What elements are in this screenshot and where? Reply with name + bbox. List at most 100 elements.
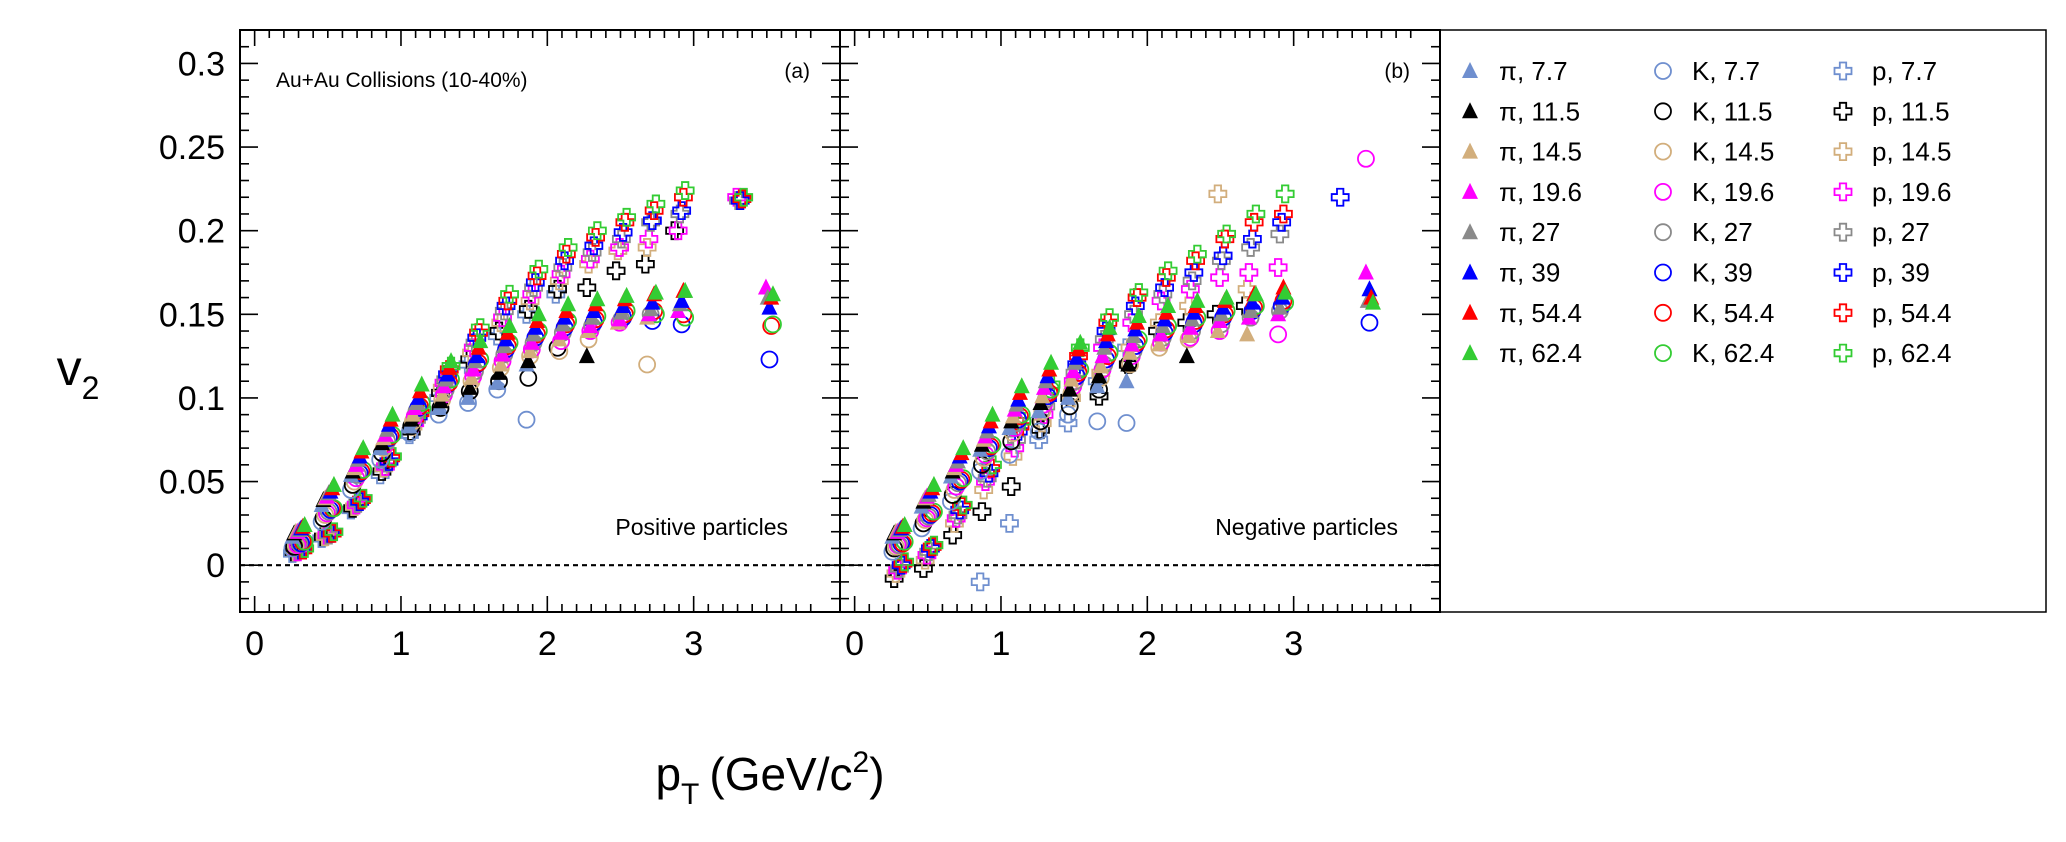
pi-marker — [355, 439, 372, 456]
p-marker — [1187, 244, 1207, 264]
p-marker — [613, 222, 633, 242]
legend-label: K, 11.5 — [1692, 96, 1772, 126]
p-marker — [914, 559, 933, 578]
p-marker — [1158, 261, 1178, 281]
panel-a-note: Positive particles — [615, 514, 788, 540]
pi-marker — [1247, 285, 1264, 302]
pi-marker — [1091, 367, 1108, 384]
p-marker — [1211, 251, 1231, 271]
legend-label: π, 19.6 — [1499, 177, 1582, 207]
y-tick-label: 0.05 — [159, 464, 225, 502]
pi-marker — [1118, 372, 1135, 389]
pi-marker — [1178, 347, 1195, 364]
x-tick-label: 0 — [245, 625, 264, 663]
pi-marker — [520, 352, 537, 369]
pi-marker — [984, 405, 1001, 422]
y-tick-label: 0.15 — [159, 296, 225, 334]
p-marker — [1217, 224, 1237, 244]
legend-marker — [1462, 62, 1478, 78]
k-marker — [1360, 313, 1379, 332]
legend-marker — [1462, 142, 1478, 159]
legend-marker — [1654, 303, 1672, 322]
p-marker — [529, 259, 549, 279]
p-marker — [1003, 447, 1023, 466]
k-marker — [519, 368, 538, 387]
p-marker — [319, 525, 339, 545]
p-marker — [670, 204, 690, 224]
pi-marker — [896, 516, 913, 533]
legend-label: p, 19.6 — [1872, 177, 1952, 207]
x-tick-label: 1 — [992, 625, 1011, 663]
p-marker — [922, 537, 942, 557]
legend-marker — [1833, 343, 1853, 363]
legend-marker — [1833, 61, 1853, 81]
p-marker — [635, 254, 655, 274]
pi-marker — [1180, 327, 1197, 344]
k-marker — [1269, 325, 1288, 344]
pi-marker — [1242, 301, 1259, 318]
p-marker — [1246, 204, 1266, 224]
pi-marker — [325, 475, 342, 492]
y-tick-label: 0.2 — [178, 213, 225, 251]
p-marker — [884, 569, 904, 588]
pi-marker — [1063, 370, 1080, 387]
pi-marker — [1043, 353, 1060, 370]
pi-marker — [501, 317, 518, 334]
pi-marker — [1060, 388, 1076, 405]
p-marker — [675, 181, 695, 200]
p-marker — [582, 243, 602, 262]
p-marker — [945, 513, 964, 533]
pi-marker — [1218, 288, 1235, 305]
panel-a-title: Au+Au Collisions (10-40%) — [276, 69, 528, 92]
p-marker — [580, 249, 600, 269]
p-marker — [587, 221, 607, 241]
panel-positive-particles: Au+Au Collisions (10-40%) (a) Positive p… — [239, 29, 841, 613]
legend-label: K, 27 — [1692, 217, 1753, 247]
pi-marker — [443, 352, 460, 369]
pi-marker — [413, 375, 430, 392]
k-marker — [1357, 149, 1375, 168]
legend-label: p, 14.5 — [1872, 137, 1952, 167]
pi-marker — [1072, 333, 1089, 350]
pi-marker — [1122, 343, 1139, 360]
pi-marker — [1244, 293, 1261, 310]
p-marker — [520, 291, 540, 311]
legend-marker — [1462, 102, 1478, 119]
k-marker — [1088, 412, 1107, 431]
pi-marker — [461, 378, 478, 395]
y-axis-label: v2 — [57, 340, 100, 406]
pi-marker — [1271, 298, 1288, 315]
pi-marker — [472, 332, 489, 349]
p-marker — [644, 201, 664, 221]
legend-label: p, 62.4 — [1872, 338, 1952, 368]
legend-marker — [1462, 182, 1478, 199]
legend: π, 7.7 π, 11.5 π, 14.5 π, 19.6 π, 27 π, 39 π, … — [1439, 29, 2047, 613]
p-marker — [1210, 268, 1230, 287]
pi-marker — [764, 285, 781, 302]
pi-marker — [1364, 293, 1381, 310]
panel-a-tag: (a) — [784, 60, 810, 83]
pi-marker — [460, 388, 476, 405]
p-marker — [315, 527, 335, 547]
y-tick-label: 0.25 — [159, 129, 225, 167]
pi-marker — [1068, 348, 1085, 365]
p-marker — [637, 238, 657, 257]
p-marker — [611, 229, 631, 249]
p-marker — [558, 238, 578, 257]
p-marker — [1239, 263, 1259, 282]
legend-marker — [1654, 223, 1672, 242]
p-marker — [1268, 258, 1288, 277]
pi-marker — [1151, 335, 1168, 352]
legend-frame — [1439, 29, 2047, 613]
p-marker — [950, 500, 970, 520]
pi-marker — [1089, 377, 1106, 394]
legend-marker — [1833, 303, 1853, 323]
legend-marker — [1462, 223, 1478, 240]
pi-marker — [644, 293, 661, 310]
p-marker — [1156, 268, 1176, 287]
p-marker — [1058, 413, 1078, 433]
p-marker — [525, 273, 545, 292]
p-marker — [1274, 204, 1293, 224]
p-marker — [1182, 271, 1202, 291]
y-tick-label: 0.3 — [178, 45, 225, 83]
